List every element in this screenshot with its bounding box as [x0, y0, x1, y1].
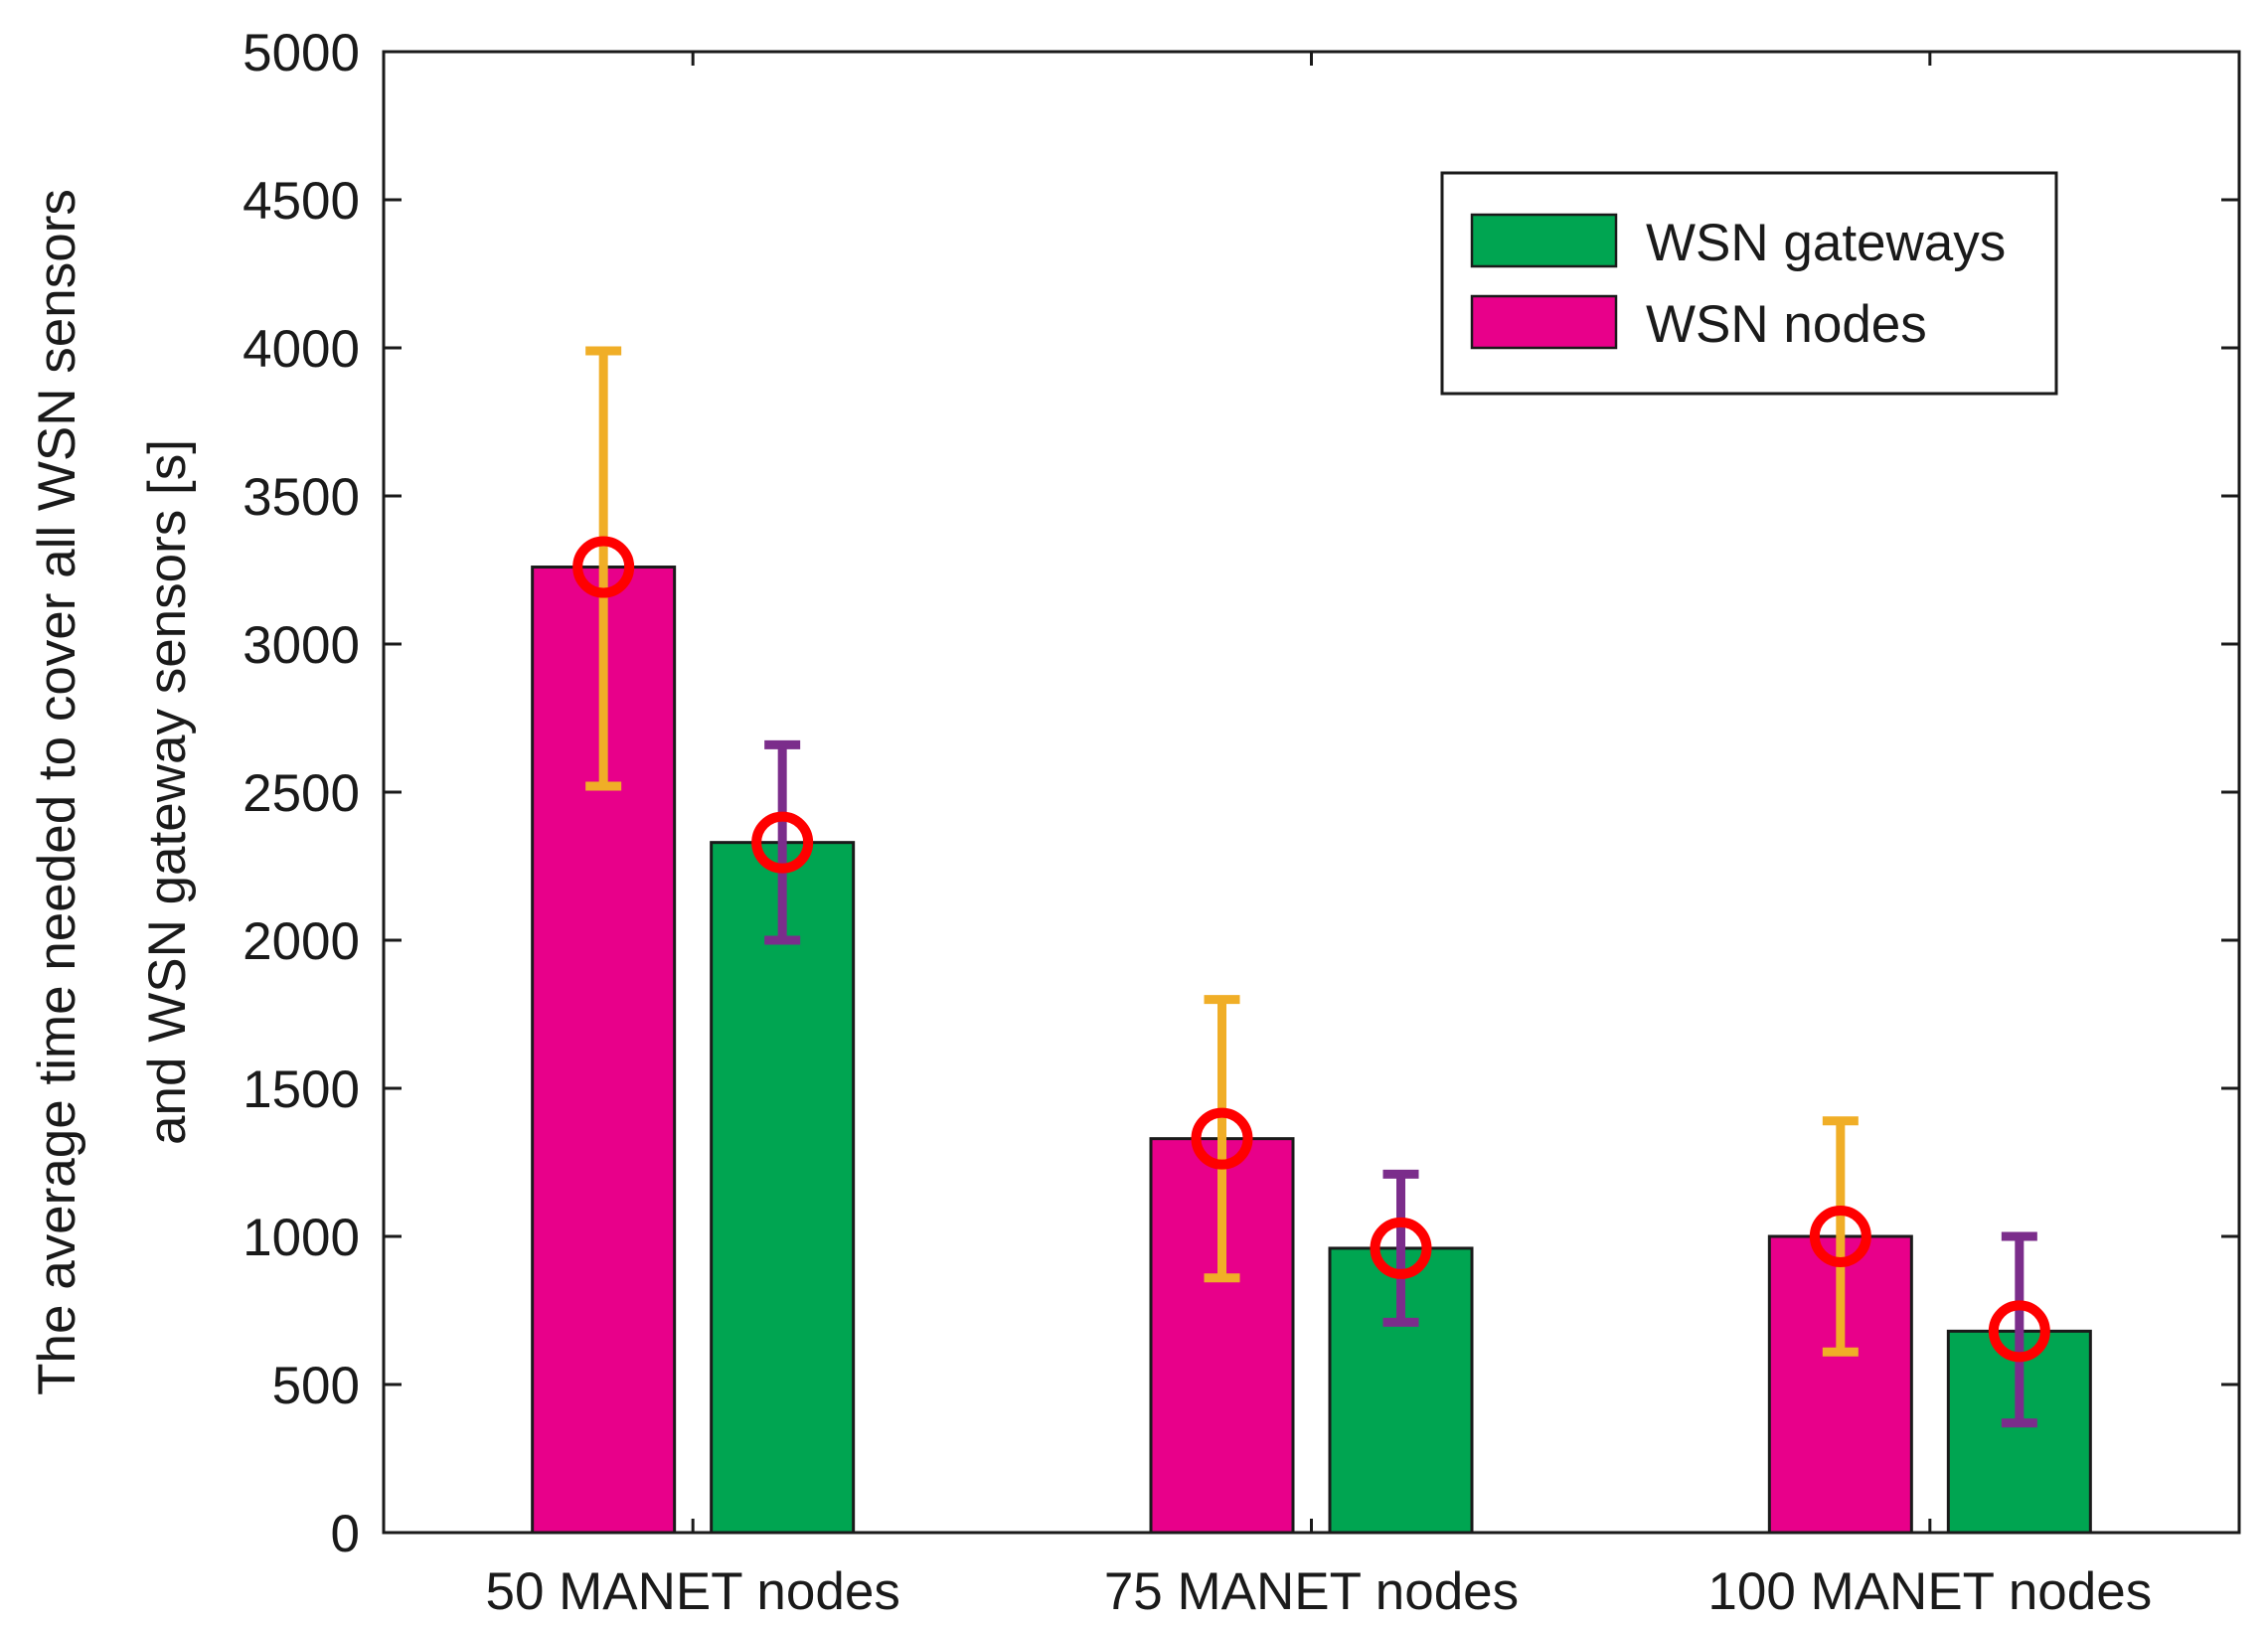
markers-layer [572, 536, 2050, 1363]
mean-marker-wsn-gateways-50-manet-nodes [751, 811, 814, 874]
x-tick-label-75-manet-nodes: 75 MANET nodes [1104, 1562, 1519, 1621]
y-tick-label-5000: 5000 [243, 24, 360, 82]
y-tick-label-4500: 4500 [243, 172, 360, 231]
y-tick-label-500: 500 [272, 1357, 360, 1415]
legend: WSN gateways WSN nodes [1440, 171, 2058, 396]
mean-marker-wsn-nodes-100-manet-nodes [1809, 1206, 1871, 1267]
legend-label-wsn-nodes: WSN nodes [1646, 295, 1927, 354]
mean-marker-wsn-nodes-75-manet-nodes [1191, 1107, 1253, 1170]
y-tick-label-1500: 1500 [243, 1060, 360, 1119]
y-tick-label-3000: 3000 [243, 616, 360, 675]
bar-wsn-gateways-50-manet-nodes [710, 841, 856, 1535]
mean-marker-wsn-gateways-75-manet-nodes [1370, 1217, 1432, 1279]
mean-marker-wsn-nodes-50-manet-nodes [572, 536, 635, 598]
legend-label-wsn-gateways: WSN gateways [1646, 214, 2006, 272]
x-axis: 50 MANET nodes 75 MANET nodes 100 MANET no… [485, 52, 2152, 1621]
y-tick-label-4000: 4000 [243, 320, 360, 379]
legend-swatch-wsn-gateways [1470, 213, 1618, 268]
y-tick-label-3500: 3500 [243, 468, 360, 527]
y-axis-title-line-2: and WSN gateway sensors [s] [138, 439, 197, 1145]
y-tick-label-1000: 1000 [243, 1209, 360, 1267]
y-tick-label-0: 0 [331, 1505, 360, 1563]
x-tick-label-100-manet-nodes: 100 MANET nodes [1707, 1562, 2152, 1621]
y-axis-title-line-1: The average time needed to cover all WSN… [28, 189, 86, 1395]
y-axis: 0 500 1000 1500 2000 2500 3000 3500 4000 4500 5000 [243, 24, 2239, 1563]
y-tick-label-2000: 2000 [243, 912, 360, 971]
legend-swatch-wsn-nodes [1470, 294, 1618, 350]
errorbars-layer [585, 346, 2037, 1428]
bars-layer [531, 566, 2092, 1535]
x-tick-label-50-manet-nodes: 50 MANET nodes [485, 1562, 899, 1621]
y-tick-label-2500: 2500 [243, 764, 360, 823]
legend-box [1440, 171, 2058, 396]
mean-marker-wsn-gateways-100-manet-nodes [1988, 1300, 2050, 1363]
